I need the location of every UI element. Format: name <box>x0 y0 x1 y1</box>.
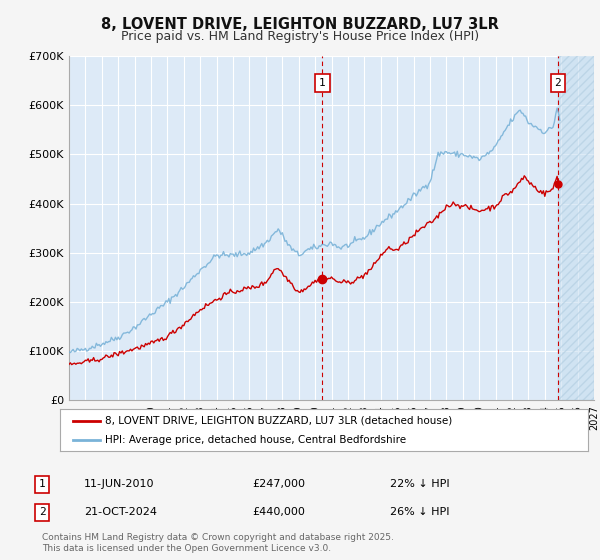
Text: 8, LOVENT DRIVE, LEIGHTON BUZZARD, LU7 3LR: 8, LOVENT DRIVE, LEIGHTON BUZZARD, LU7 3… <box>101 17 499 32</box>
Text: Contains HM Land Registry data © Crown copyright and database right 2025.
This d: Contains HM Land Registry data © Crown c… <box>42 533 394 553</box>
Text: £247,000: £247,000 <box>252 479 305 489</box>
Text: 22% ↓ HPI: 22% ↓ HPI <box>390 479 449 489</box>
Text: 11-JUN-2010: 11-JUN-2010 <box>84 479 155 489</box>
Text: HPI: Average price, detached house, Central Bedfordshire: HPI: Average price, detached house, Cent… <box>105 435 406 445</box>
Text: 1: 1 <box>319 78 326 88</box>
Text: 1: 1 <box>38 479 46 489</box>
Bar <box>558 56 594 400</box>
Text: 21-OCT-2024: 21-OCT-2024 <box>84 507 157 517</box>
Text: 8, LOVENT DRIVE, LEIGHTON BUZZARD, LU7 3LR (detached house): 8, LOVENT DRIVE, LEIGHTON BUZZARD, LU7 3… <box>105 416 452 426</box>
Text: 26% ↓ HPI: 26% ↓ HPI <box>390 507 449 517</box>
Text: 2: 2 <box>554 78 561 88</box>
Text: Price paid vs. HM Land Registry's House Price Index (HPI): Price paid vs. HM Land Registry's House … <box>121 30 479 43</box>
Text: £440,000: £440,000 <box>252 507 305 517</box>
Text: 2: 2 <box>38 507 46 517</box>
